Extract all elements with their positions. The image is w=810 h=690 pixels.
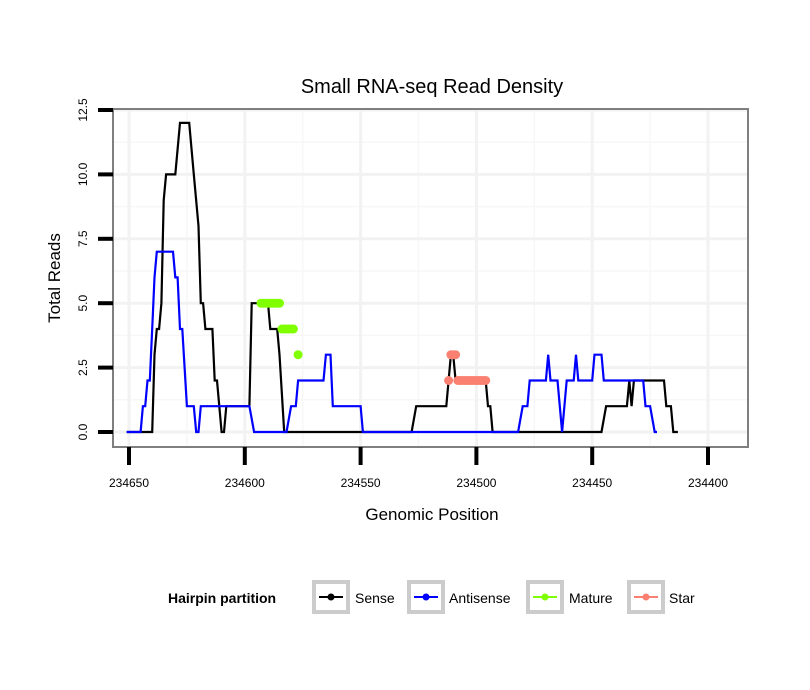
x-tick-label: 234600	[225, 476, 265, 490]
data-point-mature	[275, 298, 284, 308]
legend-item-star: Star	[627, 580, 695, 614]
y-tick-label: 5.0	[76, 295, 90, 312]
data-point-star	[444, 376, 454, 385]
legend-title: Hairpin partition	[168, 590, 276, 606]
data-point-star	[481, 376, 491, 385]
legend-key-point	[541, 593, 549, 601]
panel-border	[112, 108, 749, 448]
chart-title: Small RNA-seq Read Density	[301, 76, 563, 98]
y-tick-label: 12.5	[76, 98, 90, 122]
x-axis: 234650 234600 234550 234500 234450 234400	[109, 447, 728, 490]
series-line-sense	[126, 121, 678, 434]
y-tick-label: 7.5	[76, 230, 90, 247]
legend-key-point	[327, 593, 335, 601]
x-tick-label: 234500	[456, 476, 496, 490]
legend-item-sense: Sense	[312, 580, 395, 614]
plot-panel	[113, 109, 748, 447]
panel-background	[113, 109, 748, 447]
legend-key-point	[642, 593, 650, 601]
y-tick-label: 2.5	[76, 359, 90, 376]
data-point-mature	[293, 350, 303, 360]
legend-label: Star	[669, 590, 695, 606]
grid-lines	[113, 108, 748, 447]
data-point-star	[451, 350, 461, 360]
y-tick-label: 10.0	[76, 162, 90, 186]
y-axis-title: Total Reads	[45, 233, 64, 323]
legend-item-antisense: Antisense	[407, 580, 511, 614]
series-layer	[126, 121, 678, 434]
legend-label: Antisense	[449, 590, 511, 606]
legend-key-point	[422, 593, 430, 601]
series-line-antisense	[126, 250, 657, 434]
x-tick-label: 234400	[688, 476, 728, 490]
x-tick-label: 234450	[572, 476, 612, 490]
legend-label: Sense	[355, 590, 395, 606]
legend: Hairpin partition Sense Antisense Mature St…	[168, 580, 695, 614]
legend-label: Mature	[569, 590, 613, 606]
x-tick-label: 234550	[341, 476, 381, 490]
x-tick-label: 234650	[109, 476, 149, 490]
data-point-mature	[288, 324, 298, 334]
x-axis-title: Genomic Position	[365, 505, 498, 524]
y-tick-label: 0.0	[76, 423, 90, 440]
legend-item-mature: Mature	[526, 580, 613, 614]
y-axis: 0.0 2.5 5.0 7.5 10.0 12.5	[76, 98, 113, 440]
